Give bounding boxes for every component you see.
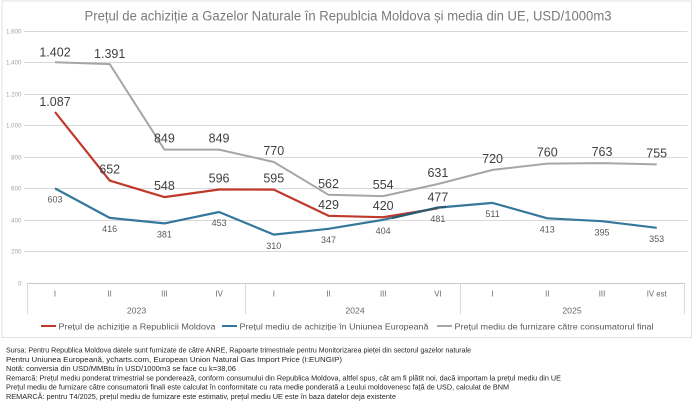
- svg-text:849: 849: [209, 132, 230, 146]
- svg-text:404: 404: [376, 226, 391, 236]
- svg-text:I: I: [492, 289, 494, 298]
- svg-text:I: I: [273, 289, 275, 298]
- svg-text:Sursa: Pentru Republica Moldov: Sursa: Pentru Republica Moldova datele s…: [6, 346, 471, 355]
- svg-text:755: 755: [646, 146, 667, 160]
- svg-text:631: 631: [427, 166, 448, 180]
- svg-text:548: 548: [154, 179, 175, 193]
- svg-text:III: III: [380, 289, 387, 298]
- svg-text:Prețul de achiziție a Gazelor: Prețul de achiziție a Gazelor Naturale î…: [85, 9, 612, 24]
- svg-text:III: III: [599, 289, 606, 298]
- svg-text:600: 600: [11, 186, 22, 193]
- svg-text:353: 353: [649, 234, 664, 244]
- svg-text:1.087: 1.087: [39, 95, 70, 109]
- svg-text:1.000: 1.000: [6, 123, 22, 130]
- svg-text:II: II: [108, 289, 112, 298]
- svg-text:I: I: [54, 289, 56, 298]
- svg-text:II: II: [545, 289, 549, 298]
- svg-text:310: 310: [266, 241, 281, 251]
- svg-text:1.200: 1.200: [6, 92, 22, 99]
- svg-text:Notă: conversia din USD/MMBtu: Notă: conversia din USD/MMBtu în USD/100…: [6, 364, 236, 373]
- svg-text:1.400: 1.400: [6, 60, 22, 67]
- svg-text:347: 347: [321, 235, 336, 245]
- svg-text:562: 562: [318, 177, 339, 191]
- svg-text:IV: IV: [215, 289, 223, 298]
- svg-text:763: 763: [592, 145, 613, 159]
- svg-text:II: II: [326, 289, 330, 298]
- svg-text:Prețul mediu de furnizare cătr: Prețul mediu de furnizare către consumat…: [455, 322, 654, 332]
- svg-text:595: 595: [263, 172, 284, 186]
- svg-text:429: 429: [318, 198, 339, 212]
- svg-text:IV est: IV est: [647, 289, 668, 298]
- svg-text:420: 420: [373, 199, 394, 213]
- svg-text:395: 395: [594, 227, 609, 237]
- svg-text:Prețul mediu de furnizare cătr: Prețul mediu de furnizare către consumat…: [6, 383, 509, 392]
- svg-text:1.402: 1.402: [39, 45, 70, 59]
- svg-text:400: 400: [11, 218, 22, 225]
- svg-text:596: 596: [209, 172, 230, 186]
- svg-text:720: 720: [482, 152, 503, 166]
- svg-text:413: 413: [540, 225, 555, 235]
- svg-text:2025: 2025: [562, 306, 581, 316]
- svg-text:REMARCĂ: pentru T4/2025, prețu: REMARCĂ: pentru T4/2025, prețul mediu de…: [6, 392, 396, 401]
- svg-text:849: 849: [154, 132, 175, 146]
- svg-text:1.600: 1.600: [6, 29, 22, 36]
- svg-text:511: 511: [485, 209, 499, 219]
- svg-text:Prețul mediu de achiziție în U: Prețul mediu de achiziție în Uniunea Eur…: [240, 322, 429, 332]
- svg-text:III: III: [161, 289, 168, 298]
- svg-text:554: 554: [373, 178, 394, 192]
- svg-text:770: 770: [263, 144, 284, 158]
- svg-text:453: 453: [212, 218, 227, 228]
- svg-text:800: 800: [11, 155, 22, 162]
- svg-text:0: 0: [18, 281, 22, 288]
- svg-text:603: 603: [47, 195, 62, 205]
- svg-text:477: 477: [427, 190, 448, 204]
- svg-text:381: 381: [157, 230, 172, 240]
- svg-text:VI: VI: [434, 289, 441, 298]
- svg-text:Pentru Uniunea Europeană, ycha: Pentru Uniunea Europeană, ycharts.com, E…: [6, 355, 343, 364]
- svg-text:760: 760: [537, 146, 558, 160]
- svg-text:2024: 2024: [345, 306, 364, 316]
- svg-text:Prețul de achiziție a Republic: Prețul de achiziție a Republicii Moldova: [59, 322, 216, 332]
- svg-text:416: 416: [102, 224, 117, 234]
- svg-text:200: 200: [11, 249, 22, 256]
- svg-text:652: 652: [99, 163, 120, 177]
- svg-text:481: 481: [430, 214, 445, 224]
- svg-text:2023: 2023: [127, 306, 146, 316]
- svg-text:Remarcă: Prețul mediu ponderat: Remarcă: Prețul mediu ponderat trimestri…: [6, 373, 561, 382]
- svg-text:1.391: 1.391: [94, 47, 125, 61]
